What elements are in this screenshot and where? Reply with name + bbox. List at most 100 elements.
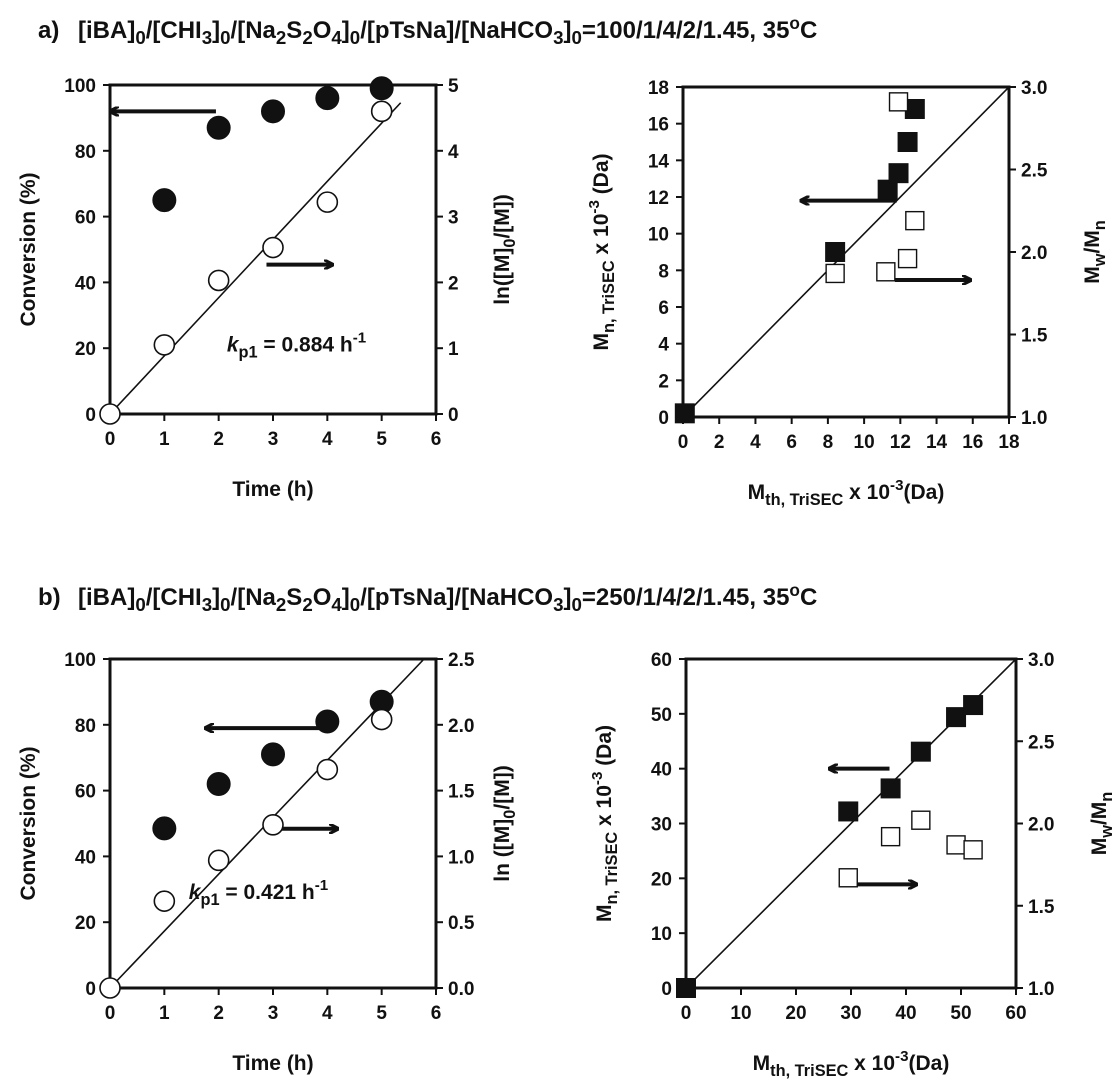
y-left-axis-label-part: (Da)	[593, 725, 616, 772]
y-left-tick-label: 14	[648, 151, 670, 172]
y-right-tick-label: 1.0	[448, 847, 474, 868]
rate-constant-label-part: k	[227, 333, 240, 356]
x-tick-label: 3	[268, 429, 279, 450]
filled-square-point	[946, 707, 967, 728]
row-title-formula-part: 4	[331, 27, 342, 48]
filled-circle-point	[369, 76, 394, 101]
y-left-tick-label: 100	[64, 76, 96, 97]
y-right-axis-label-part: w	[1091, 253, 1109, 267]
filled-circle-point	[261, 99, 285, 124]
x-axis-label-part: -3	[895, 1048, 908, 1065]
row-title-formula: [iBA]0/[CHI3]0/[Na2S2O4]0/[pTsNa]/[NaHCO…	[78, 580, 817, 615]
row-title-formula-part: S	[286, 584, 302, 611]
open-circle-point	[262, 236, 284, 259]
y-right-axis-label-part: M	[1081, 266, 1104, 284]
y-left-axis-label-part: x 10	[593, 785, 616, 832]
y-right-tick-label: 2.0	[448, 716, 474, 737]
x-tick-label: 0	[105, 429, 116, 450]
x-tick-label: 1	[159, 429, 170, 450]
y-left-axis-label-part: M	[590, 333, 613, 351]
row-title-formula-part: 3	[553, 594, 563, 615]
y-right-tick-label: 3.0	[1028, 650, 1054, 671]
x-tick-label: 2	[714, 432, 725, 453]
row-title-formula-part: 3	[202, 594, 212, 615]
y-left-axis-label-part: n, TriSEC	[600, 260, 618, 333]
x-tick-label: 12	[890, 432, 911, 453]
row-title-formula: [iBA]0/[CHI3]0/[Na2S2O4]0/[pTsNa]/[NaHCO…	[78, 13, 817, 48]
y-right-tick-label: 2.5	[1021, 161, 1048, 182]
x-tick-label: 14	[926, 432, 948, 453]
row-title-formula-part: /[Na	[231, 584, 277, 611]
y-right-tick-label: 2.5	[1028, 732, 1055, 753]
y-left-tick-label: 20	[651, 869, 672, 890]
y-left-tick-label: 2	[658, 371, 669, 392]
row-title-formula-part: ]	[212, 584, 220, 611]
row-title-formula-part: [iBA]	[78, 584, 135, 611]
open-circle-point	[370, 100, 393, 123]
x-tick-label: 30	[840, 1003, 861, 1024]
y-left-tick-label: 60	[651, 650, 672, 671]
chart-a-right: 0 2 4 6 8 10 12 14 16 180246810121416181.01.52.02…	[586, 78, 1109, 509]
y-left-tick-label: 8	[658, 261, 669, 282]
x-tick-label: 4	[750, 432, 761, 453]
y-right-axis-label-part: M	[1088, 838, 1111, 856]
y-right-axis-label: ln([M]0/[M])	[491, 194, 519, 305]
y-left-tick-label: 60	[75, 782, 96, 803]
row-title-tag: b)	[38, 584, 61, 611]
row-title-formula-part: 0	[220, 594, 230, 615]
open-square-point	[897, 248, 918, 269]
fit-line	[683, 87, 1009, 417]
y-right-tick-label: 2.0	[1028, 815, 1054, 836]
y-left-axis-label: Mn, TriSEC x 10-3 (Da)	[589, 725, 621, 922]
fit-line	[110, 102, 402, 414]
row-title-formula-part: ]	[342, 17, 350, 44]
y-left-tick-label: 16	[648, 115, 669, 136]
filled-square-point	[897, 132, 918, 152]
y-right-tick-label: 0.5	[448, 913, 475, 934]
rate-constant-label: kp1 = 0.421 h-1	[189, 877, 328, 909]
row-title-formula-part: O	[313, 17, 332, 44]
y-right-tick-label: 2.0	[1021, 243, 1047, 264]
chart-a-left: a) [iBA]0/[CHI3]0/[Na2S2O4]0/[pTsNa]/[NaH…	[17, 13, 817, 501]
x-tick-label: 10	[730, 1003, 751, 1024]
rate-constant-label: kp1 = 0.884 h-1	[227, 329, 366, 361]
y-right-axis-label-part: n	[1098, 792, 1115, 802]
y-left-axis-label-part: -3	[589, 772, 606, 785]
filled-square-point	[674, 403, 695, 424]
y-left-tick-label: 4	[658, 335, 669, 356]
row-title-tag: a)	[38, 17, 59, 44]
x-tick-label: 3	[268, 1003, 279, 1024]
row-title-formula-part: /[CHI	[146, 17, 202, 44]
row-title-formula-part: 2	[276, 27, 286, 48]
y-left-tick-label: 60	[75, 208, 96, 229]
x-tick-label: 50	[950, 1003, 971, 1024]
row-title-formula-part: 2	[276, 594, 286, 615]
x-tick-label: 5	[376, 429, 387, 450]
x-tick-label: 4	[322, 429, 333, 450]
y-right-axis-label: ln ([M]0/[M])	[491, 765, 519, 881]
rate-constant-label-part: = 0.884 h	[258, 333, 353, 356]
open-circle-point	[99, 403, 121, 425]
row-title-formula-part: S	[286, 17, 302, 44]
x-axis-label-part: -3	[890, 477, 903, 494]
y-left-tick-label: 0	[85, 979, 96, 1000]
y-right-axis-label-part: /M	[1088, 802, 1111, 825]
open-circle-point	[153, 334, 176, 356]
x-tick-label: 60	[1005, 1003, 1026, 1024]
y-right-tick-label: 4	[448, 142, 459, 163]
x-tick-label: 0	[681, 1003, 692, 1024]
y-left-tick-label: 40	[651, 760, 672, 781]
filled-circle-point	[206, 772, 231, 797]
y-right-axis-label: Mw/Mn	[1088, 792, 1115, 856]
y-left-tick-label: 20	[75, 913, 96, 934]
x-tick-label: 1	[159, 1003, 170, 1024]
y-left-tick-label: 20	[75, 339, 96, 360]
x-axis-label-part: Time (h)	[232, 478, 313, 501]
y-right-axis-label-part: w	[1098, 825, 1115, 839]
y-left-tick-label: 40	[75, 847, 96, 868]
row-title-formula-part: [iBA]	[78, 17, 135, 44]
y-left-tick-label: 100	[64, 650, 96, 671]
y-left-tick-label: 80	[75, 716, 96, 737]
y-left-tick-label: 10	[648, 225, 669, 246]
